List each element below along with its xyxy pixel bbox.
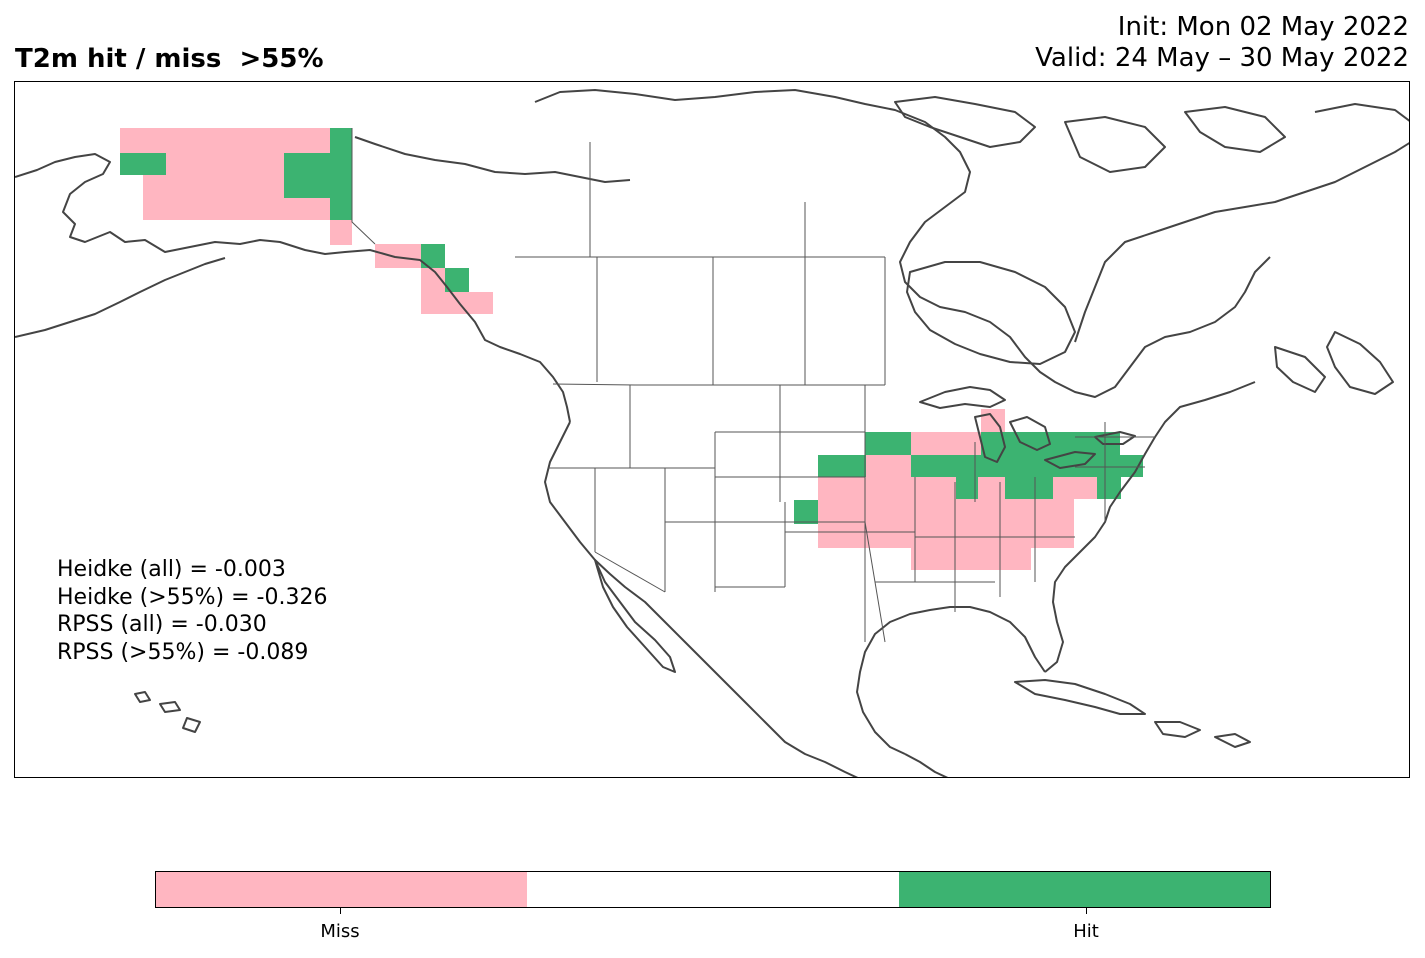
cell-miss — [1053, 477, 1097, 499]
colorbar-label-hit: Hit — [1073, 921, 1099, 942]
colorbar-miss-swatch — [156, 872, 528, 907]
heidke-55: Heidke (>55%) = -0.326 — [57, 584, 328, 610]
cell-hit — [330, 128, 352, 220]
cell-hit — [818, 455, 866, 477]
cell-hit — [284, 153, 330, 198]
colorbar-label-miss: Miss — [320, 921, 360, 942]
map-title: T2m hit / miss >55% — [15, 44, 324, 74]
cell-hit — [956, 477, 978, 499]
colorbar-tick-miss — [340, 908, 341, 914]
cell-hit — [1097, 477, 1121, 499]
colorbar — [155, 871, 1271, 908]
cell-miss — [375, 244, 421, 268]
cell-hit — [865, 432, 911, 455]
cell-miss — [421, 292, 493, 314]
cell-hit — [1005, 477, 1053, 499]
colorbar-tick-hit — [1086, 908, 1087, 914]
cell-hit — [1072, 432, 1120, 455]
map-panel — [14, 81, 1410, 778]
cell-miss — [166, 153, 284, 175]
cell-miss — [120, 128, 330, 153]
colorbar-neutral-swatch — [527, 872, 899, 907]
map-svg — [15, 89, 1409, 777]
heidke-all: Heidke (all) = -0.003 — [57, 557, 286, 582]
rpss-55: RPSS (>55%) = -0.089 — [57, 639, 309, 665]
political-borders — [351, 128, 1155, 643]
verification-cells — [120, 128, 1143, 570]
coastlines — [15, 89, 1409, 777]
skill-scores: Heidke (all) = -0.003 Heidke (>55%) = -0… — [57, 556, 327, 666]
date-info: Init: Mon 02 May 2022 Valid: 24 May – 30… — [1035, 12, 1409, 74]
cell-miss — [284, 198, 330, 220]
cell-miss — [143, 175, 284, 220]
rpss-all: RPSS (all) = -0.030 — [57, 612, 267, 637]
cell-miss — [911, 548, 1031, 570]
cell-miss — [330, 220, 352, 245]
cell-miss — [978, 477, 1005, 499]
cell-hit — [935, 455, 1143, 477]
init-date: Init: Mon 02 May 2022 — [1117, 12, 1409, 42]
valid-date: Valid: 24 May – 30 May 2022 — [1035, 43, 1409, 73]
cell-hit — [120, 153, 166, 175]
colorbar-hit-swatch — [898, 872, 1270, 907]
cell-hit — [794, 500, 818, 524]
